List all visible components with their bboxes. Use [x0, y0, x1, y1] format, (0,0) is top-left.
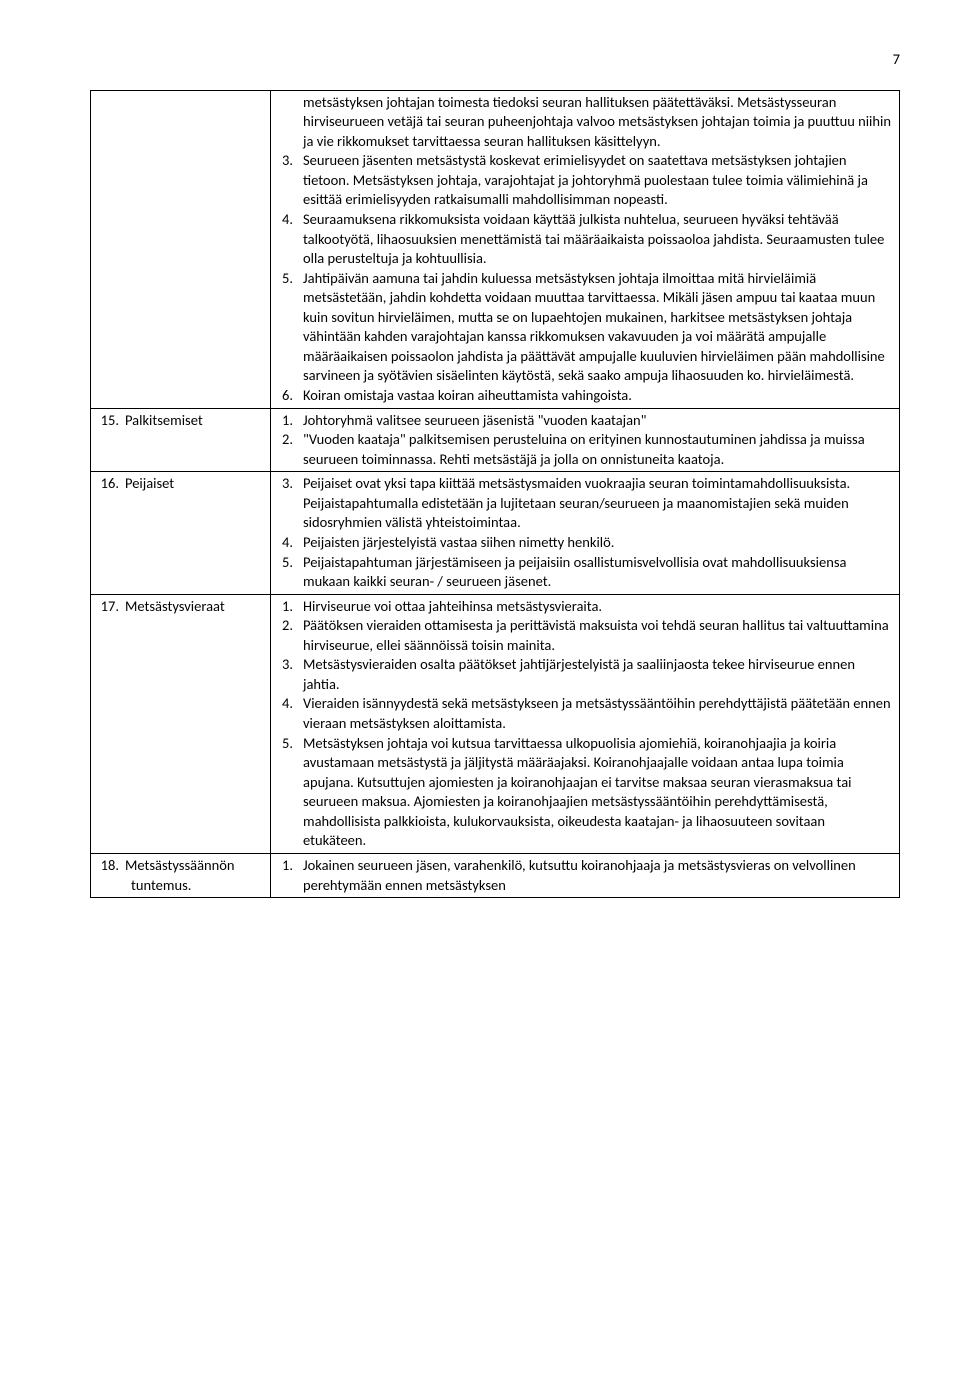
- list-item: 4.Seuraamuksena rikkomuksista voidaan kä…: [275, 210, 891, 269]
- list-item-number: 1.: [275, 411, 303, 431]
- list-item-text: Vieraiden isännyydestä sekä metsästyksee…: [303, 694, 891, 733]
- list-item-text: Peijaistapahtuman järjestämiseen ja peij…: [303, 553, 891, 592]
- list-item-text: Metsästysvieraiden osalta päätökset jaht…: [303, 655, 891, 694]
- page-number: 7: [90, 50, 900, 70]
- list-item-number: 4.: [275, 210, 303, 230]
- list-item-text: Metsästyksen johtaja voi kutsua tarvitta…: [303, 734, 891, 851]
- list-item-text: metsästyksen johtajan toimesta tiedoksi …: [303, 93, 891, 152]
- row-content-cell: 3.Peijaiset ovat yksi tapa kiittää metsä…: [271, 472, 900, 594]
- list-item-text: Hirviseurue voi ottaa jahteihinsa metsäs…: [303, 597, 891, 617]
- row-label-number: 16.: [99, 474, 125, 494]
- list-item-number: 3.: [275, 655, 303, 675]
- document-table: metsästyksen johtajan toimesta tiedoksi …: [90, 90, 900, 899]
- list-item-number: 5.: [275, 734, 303, 754]
- list-item-number: 4.: [275, 694, 303, 714]
- list-item-number: 3.: [275, 474, 303, 494]
- row-label-cell: 18.Metsästyssäännöntuntemus.: [91, 853, 271, 897]
- list-item-number: 5.: [275, 269, 303, 289]
- list-item-text: Päätöksen vieraiden ottamisesta ja perit…: [303, 616, 891, 655]
- list-item-text: Seurueen jäsenten metsästystä koskevat e…: [303, 151, 891, 210]
- list-item-text: Jahtipäivän aamuna tai jahdin kuluessa m…: [303, 269, 891, 386]
- row-label-cell: 17.Metsästysvieraat: [91, 594, 271, 853]
- table-row: metsästyksen johtajan toimesta tiedoksi …: [91, 90, 900, 408]
- row-content-cell: 1.Jokainen seurueen jäsen, varahenkilö, …: [271, 853, 900, 897]
- list-item: 5.Peijaistapahtuman järjestämiseen ja pe…: [275, 553, 891, 592]
- list-item-number: 2.: [275, 430, 303, 450]
- list-item-number: 2.: [275, 616, 303, 636]
- row-label-text: Peijaiset: [125, 474, 264, 494]
- list-item-number: 6.: [275, 386, 303, 406]
- list-item-text: "Vuoden kaataja" palkitsemisen perustelu…: [303, 430, 891, 469]
- table-row: 17.Metsästysvieraat1.Hirviseurue voi ott…: [91, 594, 900, 853]
- table-row: 15.Palkitsemiset1.Johtoryhmä valitsee se…: [91, 408, 900, 472]
- list-item-text: Johtoryhmä valitsee seurueen jäsenistä "…: [303, 411, 891, 431]
- row-label-number: 15.: [99, 411, 125, 431]
- row-label-text: Metsästyssäännön: [125, 856, 264, 876]
- list-item-text: Peijaiset ovat yksi tapa kiittää metsäst…: [303, 474, 891, 533]
- list-item-number: 1.: [275, 597, 303, 617]
- list-item-text: Peijaisten järjestelyistä vastaa siihen …: [303, 533, 891, 553]
- row-label-number: 18.: [99, 856, 125, 876]
- table-row: 18.Metsästyssäännöntuntemus.1.Jokainen s…: [91, 853, 900, 897]
- list-item-number: 5.: [275, 553, 303, 573]
- list-item: metsästyksen johtajan toimesta tiedoksi …: [275, 93, 891, 152]
- list-item: 3.Metsästysvieraiden osalta päätökset ja…: [275, 655, 891, 694]
- row-label-cell: 15.Palkitsemiset: [91, 408, 271, 472]
- list-item: 5.Jahtipäivän aamuna tai jahdin kuluessa…: [275, 269, 891, 386]
- row-label-cell: [91, 90, 271, 408]
- list-item-text: Jokainen seurueen jäsen, varahenkilö, ku…: [303, 856, 891, 895]
- list-item: 3.Seurueen jäsenten metsästystä koskevat…: [275, 151, 891, 210]
- row-label-subtext: tuntemus.: [99, 876, 264, 896]
- list-item: 1.Johtoryhmä valitsee seurueen jäsenistä…: [275, 411, 891, 431]
- list-item: 5.Metsästyksen johtaja voi kutsua tarvit…: [275, 734, 891, 851]
- row-label-cell: 16.Peijaiset: [91, 472, 271, 594]
- list-item: 1.Jokainen seurueen jäsen, varahenkilö, …: [275, 856, 891, 895]
- list-item: 3.Peijaiset ovat yksi tapa kiittää metsä…: [275, 474, 891, 533]
- row-content-cell: metsästyksen johtajan toimesta tiedoksi …: [271, 90, 900, 408]
- list-item: 2.Päätöksen vieraiden ottamisesta ja per…: [275, 616, 891, 655]
- list-item-number: 3.: [275, 151, 303, 171]
- list-item-number: 1.: [275, 856, 303, 876]
- row-label-number: 17.: [99, 597, 125, 617]
- list-item: 2."Vuoden kaataja" palkitsemisen peruste…: [275, 430, 891, 469]
- list-item-text: Seuraamuksena rikkomuksista voidaan käyt…: [303, 210, 891, 269]
- row-content-cell: 1.Johtoryhmä valitsee seurueen jäsenistä…: [271, 408, 900, 472]
- list-item-text: Koiran omistaja vastaa koiran aiheuttami…: [303, 386, 891, 406]
- table-row: 16.Peijaiset3.Peijaiset ovat yksi tapa k…: [91, 472, 900, 594]
- list-item-number: 4.: [275, 533, 303, 553]
- row-content-cell: 1.Hirviseurue voi ottaa jahteihinsa mets…: [271, 594, 900, 853]
- row-label-text: Metsästysvieraat: [125, 597, 264, 617]
- row-label-text: Palkitsemiset: [125, 411, 264, 431]
- list-item: 1.Hirviseurue voi ottaa jahteihinsa mets…: [275, 597, 891, 617]
- list-item: 6.Koiran omistaja vastaa koiran aiheutta…: [275, 386, 891, 406]
- list-item: 4.Peijaisten järjestelyistä vastaa siihe…: [275, 533, 891, 553]
- list-item: 4.Vieraiden isännyydestä sekä metsästyks…: [275, 694, 891, 733]
